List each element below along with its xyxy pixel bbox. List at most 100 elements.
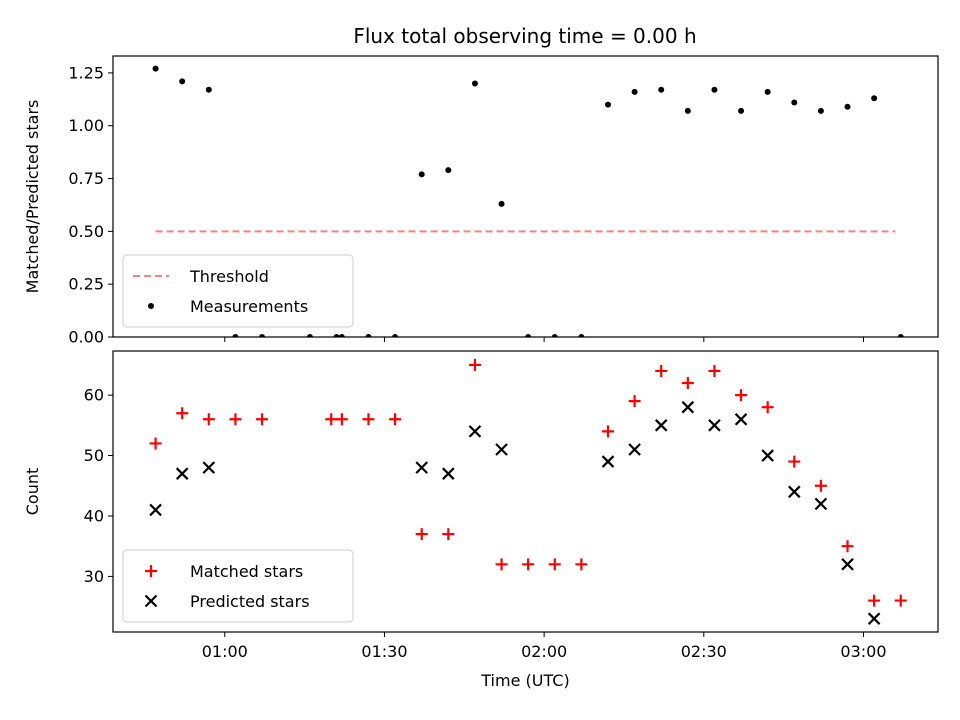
predicted-star-point [867, 612, 881, 625]
measurement-point [205, 86, 212, 93]
measurement-point [711, 86, 718, 93]
count-xtick-label: 01:30 [361, 642, 407, 661]
matched-star-point [389, 413, 402, 426]
count-ytick-label: 40 [84, 506, 104, 525]
measurement-point [152, 65, 159, 72]
matched-star-point [575, 558, 588, 571]
matched-star-point [335, 413, 348, 426]
count-series-predicted-stars [149, 400, 881, 625]
measurement-point [333, 334, 340, 337]
predicted-star-point [654, 419, 668, 432]
predicted-star-point [415, 461, 428, 474]
ratio-legend: Threshold Measurements [122, 254, 354, 328]
matched-star-point [602, 425, 614, 438]
legend-label: Threshold [189, 267, 269, 286]
count-ytick-label: 50 [84, 446, 104, 465]
measurement-point [897, 334, 904, 337]
measurement-point [764, 88, 771, 95]
count-xtick-label: 01:00 [202, 642, 248, 661]
legend-label: Matched stars [190, 562, 303, 581]
predicted-star-point [628, 443, 641, 456]
predicted-star-point [841, 558, 854, 571]
count-plot-area [149, 358, 907, 625]
measurement-point [631, 88, 638, 95]
ratio-ytick-label: 1.25 [68, 63, 104, 82]
matched-star-point [229, 413, 242, 426]
ratio-ytick-label: 0.25 [68, 275, 104, 294]
predicted-star-point [734, 413, 748, 426]
measurement-point [578, 334, 585, 337]
measurement-point [684, 107, 691, 114]
measurement-point [498, 200, 505, 207]
ratio-axes-frame [112, 55, 939, 338]
measurement-point [232, 334, 239, 337]
count-xtick-label: 02:00 [521, 642, 567, 661]
measurement-point [418, 171, 425, 178]
count-x-axis-title: Time (UTC) [480, 671, 569, 690]
ratio-ytick-label: 1.00 [68, 116, 104, 135]
matched-star-point [841, 540, 854, 553]
matched-star-point [495, 558, 508, 571]
measurement-point [306, 334, 313, 337]
legend-measurements-swatch [148, 303, 154, 309]
matched-star-point [548, 558, 561, 571]
chart-title: Flux total observing time = 0.00 h [353, 24, 696, 48]
ratio-ytick-label: 0.00 [68, 328, 104, 347]
legend-label: Predicted stars [190, 592, 310, 611]
matched-star-point [442, 528, 455, 541]
count-ytick-label: 60 [84, 386, 104, 405]
matched-star-point [655, 364, 668, 377]
predicted-star-point [708, 419, 721, 432]
measurement-point [525, 334, 532, 337]
count-panel: 30 40 50 60 01:00 01:30 02:00 02:30 03:00 Count Ti… [23, 350, 939, 690]
ratio-plot-area [152, 65, 904, 337]
predicted-star-point [442, 467, 455, 480]
count-legend-box [122, 549, 354, 623]
ratio-panel: 0.00 0.25 0.50 0.75 1.00 1.25 Matched/Predicte… [23, 55, 939, 347]
predicted-star-point [175, 467, 189, 480]
matched-star-point [735, 389, 748, 402]
measurement-point [551, 334, 558, 337]
ratio-legend-box [122, 254, 354, 328]
measurement-point [179, 78, 186, 85]
matched-star-point [761, 401, 774, 414]
count-series-matched-stars [149, 358, 907, 607]
ratio-ytick-label: 0.50 [68, 222, 104, 241]
matched-star-point [202, 413, 215, 426]
count-xtick-label: 03:00 [840, 642, 886, 661]
measurement-point [338, 334, 345, 337]
predicted-star-point [814, 497, 828, 511]
count-ytick-label: 30 [84, 567, 104, 586]
count-axes-frame [112, 350, 939, 633]
predicted-star-point [149, 503, 162, 517]
matched-star-point [415, 528, 428, 541]
predicted-star-point [761, 449, 774, 462]
ratio-y-axis-title: Matched/Predicted stars [23, 100, 42, 294]
count-y-axis-title: Count [23, 468, 42, 516]
predicted-star-point [202, 461, 216, 474]
measurement-point [259, 334, 266, 337]
matched-star-point [522, 558, 535, 571]
matched-star-point [788, 455, 801, 468]
measurement-point [871, 95, 878, 102]
predicted-star-point [601, 455, 615, 468]
predicted-star-point [468, 425, 482, 438]
measurement-point [471, 80, 478, 87]
ratio-series-measurements [152, 65, 904, 337]
count-legend: Matched stars Predicted stars [122, 549, 354, 623]
matched-star-point [362, 413, 375, 426]
measurement-point [791, 99, 798, 106]
measurement-point [392, 334, 399, 337]
measurement-point [817, 107, 824, 114]
matched-star-point [149, 437, 162, 450]
ratio-ytick-label: 0.75 [68, 169, 104, 188]
predicted-star-point [788, 485, 801, 499]
measurement-point [738, 107, 745, 114]
matched-star-point [708, 364, 721, 377]
matched-star-point [868, 594, 881, 607]
measurement-point [445, 167, 452, 174]
count-xtick-label: 02:30 [681, 642, 727, 661]
measurement-point [658, 86, 665, 93]
matched-star-point [256, 413, 269, 426]
